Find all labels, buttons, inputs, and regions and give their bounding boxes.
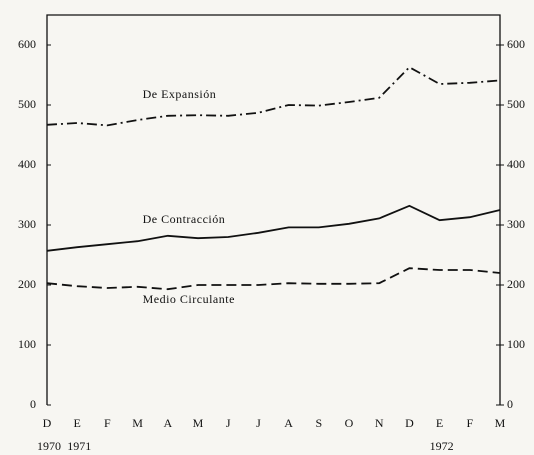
series-label: De Contracción xyxy=(143,212,226,226)
series-line xyxy=(46,204,501,252)
y-tick-label: 100 xyxy=(18,337,36,351)
x-tick-label: A xyxy=(163,416,172,430)
y-tick-label: 500 xyxy=(18,97,36,111)
x-tick-label: A xyxy=(284,416,293,430)
x-tick-label: D xyxy=(43,416,52,430)
x-tick-label: N xyxy=(375,416,384,430)
x-tick-label: M xyxy=(132,416,143,430)
y2-tick-label: 0 xyxy=(507,397,513,411)
year-label: 1971 xyxy=(67,439,91,453)
y2-tick-label: 500 xyxy=(507,97,525,111)
x-tick-label: D xyxy=(405,416,414,430)
y2-tick-label: 200 xyxy=(507,277,525,291)
year-label: 1970 xyxy=(37,439,61,453)
x-tick-label: E xyxy=(74,416,81,430)
y2-tick-label: 300 xyxy=(507,217,525,231)
x-tick-label: F xyxy=(104,416,111,430)
x-tick-label: E xyxy=(436,416,443,430)
y2-tick-label: 100 xyxy=(507,337,525,351)
y-tick-label: 300 xyxy=(18,217,36,231)
x-tick-label: M xyxy=(193,416,204,430)
y2-tick-label: 400 xyxy=(507,157,525,171)
y-tick-label: 200 xyxy=(18,277,36,291)
series-line xyxy=(46,267,501,291)
y-tick-label: 400 xyxy=(18,157,36,171)
x-tick-label: J xyxy=(256,416,261,430)
x-tick-label: F xyxy=(466,416,473,430)
x-tick-label: S xyxy=(315,416,322,430)
y2-tick-label: 600 xyxy=(507,37,525,51)
series-label: Medio Circulante xyxy=(143,292,235,306)
x-tick-label: M xyxy=(495,416,506,430)
series-line xyxy=(46,66,501,127)
y-tick-label: 0 xyxy=(30,397,36,411)
x-tick-label: O xyxy=(345,416,354,430)
x-tick-label: J xyxy=(226,416,231,430)
y-tick-label: 600 xyxy=(18,37,36,51)
year-label: 1972 xyxy=(430,439,454,453)
series-label: De Expansión xyxy=(143,87,217,101)
